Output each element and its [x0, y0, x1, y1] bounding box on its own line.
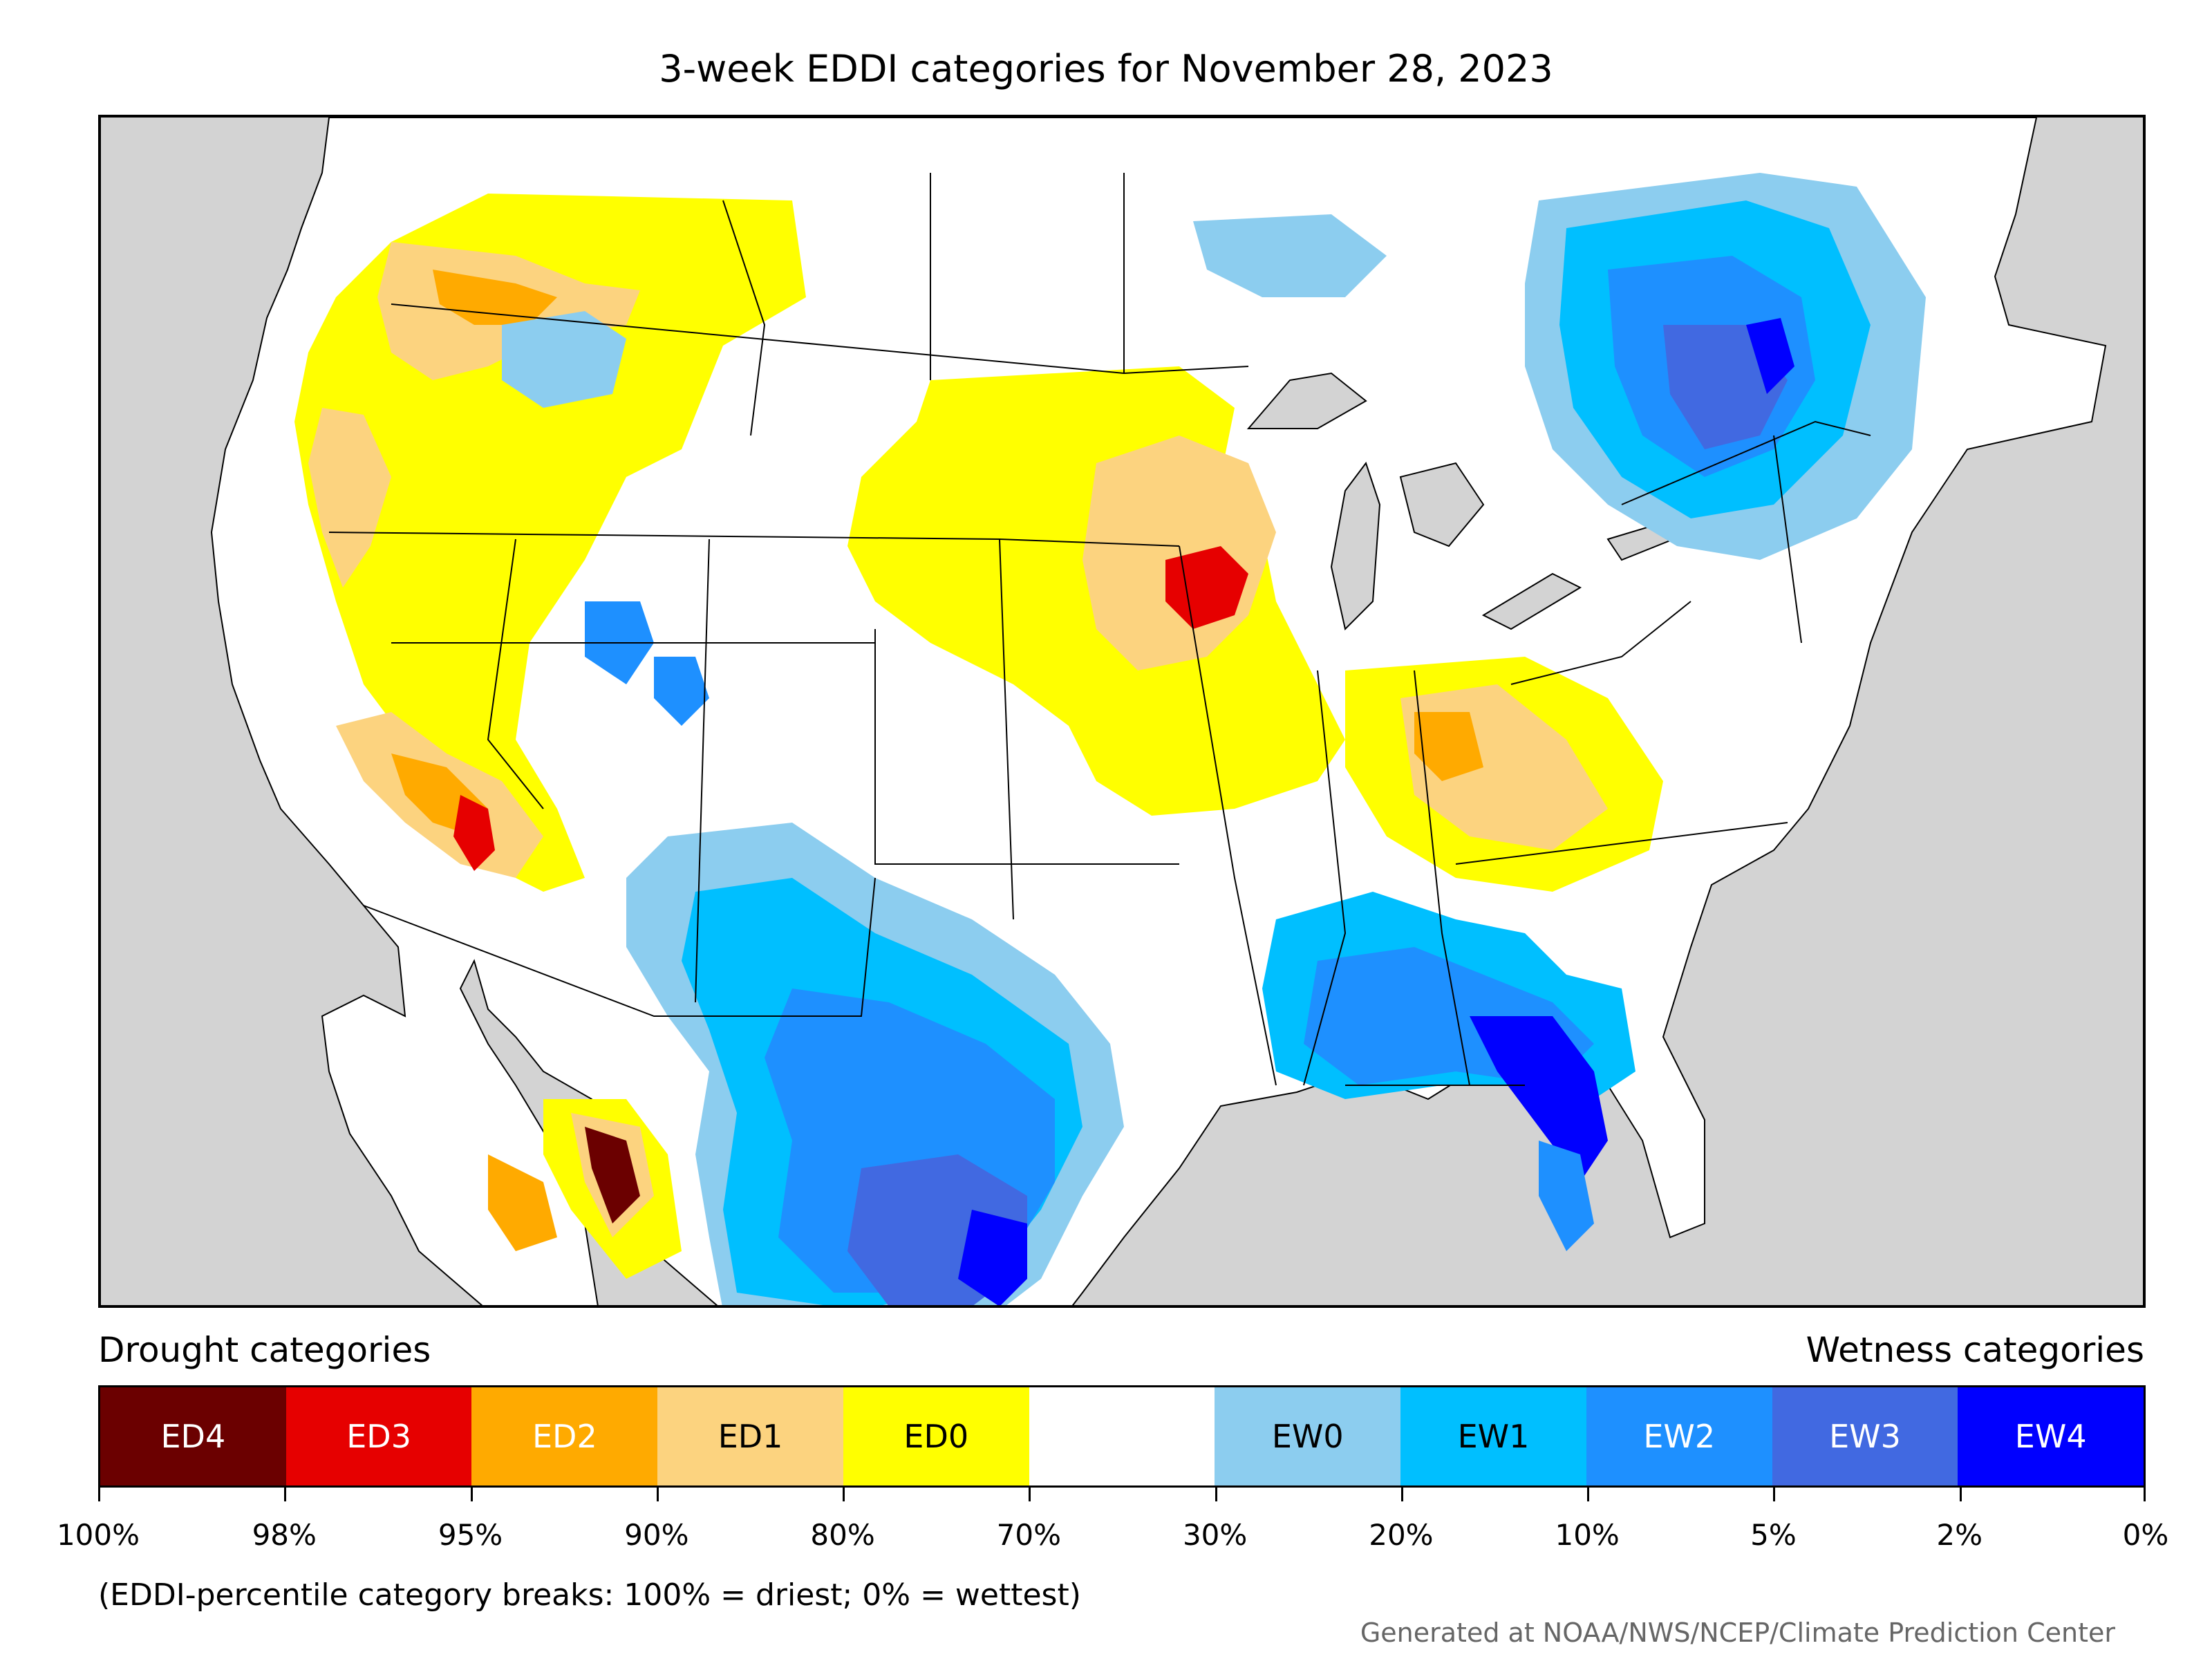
drought-categories-header: Drought categories: [98, 1330, 431, 1370]
credit-line: Generated at NOAA/NWS/NCEP/Climate Predi…: [1360, 1618, 2115, 1648]
colorbar-cell-neutral: [1029, 1387, 1215, 1485]
colorbar-tick-label: 0%: [2122, 1518, 2169, 1552]
category-breaks-note: (EDDI-percentile category breaks: 100% =…: [98, 1577, 1081, 1613]
colorbar-tick-label: 90%: [624, 1518, 689, 1552]
wetness-areas: [502, 173, 1926, 1305]
colorbar-tick-label: 30%: [1182, 1518, 1248, 1552]
map-title: 3-week EDDI categories for November 28, …: [659, 47, 1553, 91]
colorbar-cell-ew4: EW4: [1958, 1387, 2144, 1485]
colorbar-tick: [98, 1486, 100, 1501]
colorbar-cell-ed0: ED0: [843, 1387, 1029, 1485]
colorbar-tick: [284, 1486, 286, 1501]
colorbar-tick: [1029, 1486, 1031, 1501]
category-colorbar: ED4 ED3 ED2 ED1 ED0 EW0 EW1 EW2 EW3 EW4: [98, 1385, 2146, 1488]
colorbar-tick: [1215, 1486, 1217, 1501]
colorbar-cell-ew0: EW0: [1215, 1387, 1401, 1485]
colorbar-cell-ed2: ED2: [471, 1387, 658, 1485]
colorbar-cell-ew3: EW3: [1772, 1387, 1958, 1485]
colorbar-tick: [471, 1486, 473, 1501]
colorbar-tick: [657, 1486, 659, 1501]
wetness-categories-header: Wetness categories: [1806, 1330, 2144, 1370]
colorbar-tick: [2144, 1486, 2146, 1501]
colorbar-cell-ew2: EW2: [1586, 1387, 1772, 1485]
political-borders: [328, 173, 1871, 1086]
colorbar-tick-label: 95%: [438, 1518, 503, 1552]
colorbar-tick-label: 10%: [1555, 1518, 1620, 1552]
map-canvas: [101, 118, 2143, 1305]
colorbar-tick-label: 70%: [996, 1518, 1062, 1552]
eddi-map: [98, 115, 2146, 1308]
colorbar-tick: [1773, 1486, 1775, 1501]
great-lakes: [1246, 372, 1692, 630]
colorbar-cell-ed4: ED4: [100, 1387, 286, 1485]
colorbar-tick: [1587, 1486, 1589, 1501]
drought-areas: [294, 194, 1663, 1279]
colorbar-tick-label: 100%: [56, 1518, 140, 1552]
colorbar-tick-label: 2%: [1936, 1518, 1983, 1552]
colorbar-tick: [1960, 1486, 1962, 1501]
colorbar-tick: [1401, 1486, 1403, 1501]
colorbar-tick-label: 20%: [1369, 1518, 1434, 1552]
colorbar-ticks: [98, 1486, 2146, 1514]
colorbar-tick-label: 98%: [252, 1518, 317, 1552]
colorbar-cell-ed3: ED3: [285, 1387, 472, 1485]
colorbar-tick: [843, 1486, 845, 1501]
colorbar-cell-ew1: EW1: [1400, 1387, 1586, 1485]
colorbar-tick-label: 5%: [1750, 1518, 1797, 1552]
colorbar-tick-label: 80%: [810, 1518, 875, 1552]
colorbar-cell-ed1: ED1: [657, 1387, 843, 1485]
